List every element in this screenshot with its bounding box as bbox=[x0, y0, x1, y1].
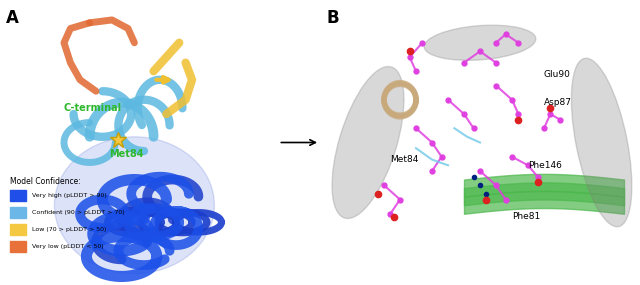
Text: Met84: Met84 bbox=[390, 155, 419, 164]
Text: Met84: Met84 bbox=[109, 149, 143, 159]
Text: C-terminal: C-terminal bbox=[64, 103, 122, 113]
Text: Low (70 > pLDDT > 50): Low (70 > pLDDT > 50) bbox=[32, 227, 106, 232]
Bar bbox=[10, 190, 26, 201]
Ellipse shape bbox=[572, 58, 632, 227]
Text: Phe81: Phe81 bbox=[512, 212, 540, 221]
Text: Model Confidence:: Model Confidence: bbox=[10, 177, 81, 186]
Bar bbox=[10, 224, 26, 235]
Text: Very low (pLDDT < 50): Very low (pLDDT < 50) bbox=[32, 244, 104, 249]
Text: Very high (pLDDT > 90): Very high (pLDDT > 90) bbox=[32, 193, 107, 198]
Text: Glu90: Glu90 bbox=[544, 70, 571, 79]
Bar bbox=[10, 207, 26, 218]
Ellipse shape bbox=[332, 66, 404, 219]
Bar bbox=[10, 241, 26, 252]
Text: Asp87: Asp87 bbox=[544, 98, 572, 107]
Ellipse shape bbox=[54, 137, 214, 274]
Text: Phe146: Phe146 bbox=[528, 161, 562, 170]
Text: Confident (90 > pLDDT > 70): Confident (90 > pLDDT > 70) bbox=[32, 210, 125, 215]
Text: B: B bbox=[326, 9, 339, 27]
Ellipse shape bbox=[424, 25, 536, 60]
Text: A: A bbox=[6, 9, 19, 27]
